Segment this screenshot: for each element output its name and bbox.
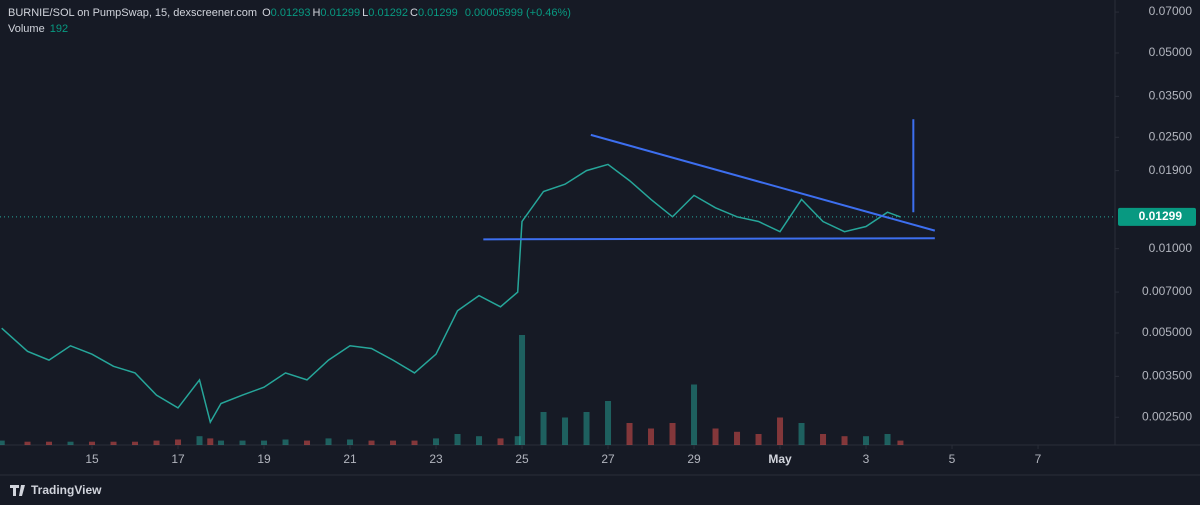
y-tick-label: 0.003500 [1142, 369, 1192, 383]
volume-bar [0, 440, 5, 445]
volume-bar [734, 431, 741, 445]
legend-row: BURNIE/SOL on PumpSwap, 15, dexscreener.… [8, 5, 573, 21]
ohlc: O0.01293 H0.01299 L0.01292 C0.01299 [262, 7, 460, 19]
volume-bar [755, 434, 762, 445]
y-tick-label: 0.01000 [1149, 241, 1193, 255]
volume-bar [897, 440, 904, 445]
x-tick-label: 21 [343, 452, 357, 466]
volume-bar [605, 401, 612, 445]
volume-bar [261, 440, 268, 445]
volume-bar [497, 438, 504, 445]
volume-bar [304, 440, 311, 445]
x-tick-label: May [768, 452, 792, 466]
volume-bar [368, 440, 375, 445]
volume-bar [110, 441, 117, 445]
volume-bar [583, 412, 590, 445]
volume-bar [884, 434, 891, 445]
trend-line [483, 237, 935, 241]
volume-bar [132, 441, 139, 445]
volume-bar [347, 439, 354, 445]
change: 0.00005999 (+0.46%) [464, 7, 571, 19]
last-price-label: 0.01299 [1139, 209, 1183, 223]
volume-label: Volume [8, 23, 45, 35]
volume-bar [196, 436, 203, 445]
volume-bar [67, 441, 74, 445]
volume-value: 192 [49, 23, 69, 35]
volume-bar [433, 438, 440, 445]
brand-logo [10, 485, 25, 496]
volume-bar [454, 434, 461, 445]
x-tick-label: 5 [949, 452, 956, 466]
volume-bar [777, 417, 784, 445]
volume-bar [476, 436, 483, 445]
x-tick-label: 3 [863, 452, 870, 466]
ohlc-label: C [410, 7, 418, 19]
chart-title: BURNIE/SOL on PumpSwap, 15, dexscreener.… [8, 7, 258, 19]
ohlc-label: L [362, 7, 369, 19]
x-tick-label: 29 [687, 452, 701, 466]
y-tick-label: 0.01900 [1149, 163, 1193, 177]
volume-bar [798, 423, 805, 445]
ohlc-label: O [262, 7, 271, 19]
price-line [1, 163, 901, 425]
y-tick-label: 0.005000 [1142, 325, 1192, 339]
volume-bar [712, 428, 719, 445]
x-tick-label: 15 [85, 452, 99, 466]
y-tick-label: 0.02500 [1149, 129, 1193, 143]
volume-bar [282, 439, 289, 445]
volume-bar [691, 384, 698, 445]
volume-bar [562, 417, 569, 445]
ohlc-value: 0.01293 [270, 7, 311, 19]
volume-bar [514, 436, 521, 445]
volume-bar [218, 440, 225, 445]
volume-bar [239, 440, 246, 445]
volume-bar [626, 423, 633, 445]
x-tick-label: 7 [1035, 452, 1042, 466]
y-tick-label: 0.002500 [1142, 409, 1192, 423]
x-tick-label: 27 [601, 452, 615, 466]
y-tick-label: 0.07000 [1149, 4, 1193, 18]
volume-bar [390, 440, 397, 445]
volume-bar [648, 428, 655, 445]
volume-bar [411, 440, 418, 445]
volume-bar [153, 440, 160, 445]
y-tick-label: 0.03500 [1149, 89, 1193, 103]
ohlc-value: 0.01299 [320, 7, 361, 19]
y-tick-label: 0.05000 [1149, 45, 1193, 59]
ohlc-label: H [312, 7, 321, 19]
ohlc-value: 0.01299 [418, 7, 458, 19]
volume-bar [841, 436, 848, 445]
x-tick-label: 19 [257, 452, 271, 466]
volume-bar [24, 441, 31, 445]
x-tick-label: 23 [429, 452, 443, 466]
volume-bar [46, 441, 53, 445]
ohlc-value: 0.01292 [368, 7, 409, 19]
volume-bar [863, 436, 870, 445]
volume-bar [207, 438, 214, 445]
volume-bar [669, 423, 676, 445]
y-tick-label: 0.007000 [1142, 284, 1192, 298]
volume-bar [175, 439, 182, 445]
x-tick-label: 25 [515, 452, 529, 466]
brand: TradingView [31, 483, 102, 497]
x-tick-label: 17 [171, 452, 185, 466]
trend-line [590, 133, 936, 232]
volume-bar [89, 441, 96, 445]
volume-bar [519, 335, 526, 445]
volume-bar [325, 438, 332, 445]
legend-row: Volume 192 [8, 21, 573, 37]
volume-bar [820, 434, 827, 445]
legend: BURNIE/SOL on PumpSwap, 15, dexscreener.… [8, 5, 573, 37]
last-price-box [1118, 207, 1196, 226]
volume-bar [540, 412, 547, 445]
